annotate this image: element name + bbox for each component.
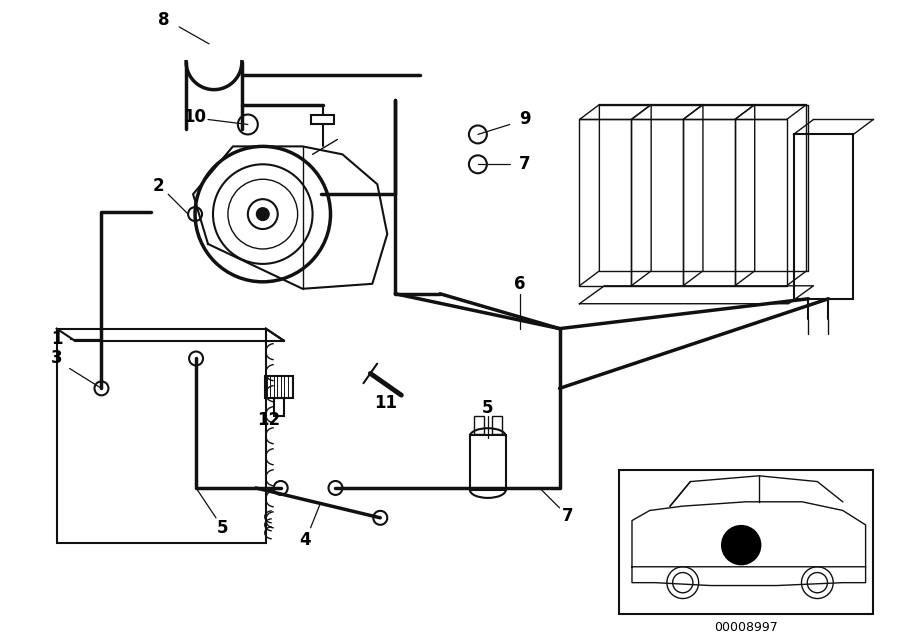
Text: 9: 9 — [519, 110, 530, 128]
Text: 1: 1 — [51, 330, 62, 347]
Text: 7: 7 — [562, 507, 573, 525]
Text: 5: 5 — [482, 399, 493, 417]
Bar — [619, 470, 873, 615]
Text: 4: 4 — [299, 531, 310, 549]
Polygon shape — [632, 502, 866, 567]
Bar — [265, 377, 292, 398]
Polygon shape — [194, 147, 387, 289]
Text: 10: 10 — [184, 107, 207, 126]
Text: 7: 7 — [519, 156, 530, 173]
Text: 3: 3 — [50, 349, 62, 368]
Circle shape — [256, 208, 269, 220]
Text: 12: 12 — [257, 411, 280, 429]
Text: 00008997: 00008997 — [715, 621, 778, 634]
Text: 6: 6 — [514, 275, 526, 293]
Text: 5: 5 — [217, 519, 229, 537]
Polygon shape — [580, 286, 814, 304]
Bar — [491, 417, 502, 434]
Bar — [470, 435, 506, 490]
Circle shape — [721, 525, 761, 565]
Text: 8: 8 — [158, 11, 170, 29]
Bar — [794, 135, 853, 298]
Text: 11: 11 — [374, 394, 397, 412]
Bar — [274, 398, 284, 417]
Bar — [474, 417, 484, 434]
Bar — [310, 114, 335, 124]
Bar — [57, 329, 266, 543]
Text: 2: 2 — [152, 177, 164, 195]
